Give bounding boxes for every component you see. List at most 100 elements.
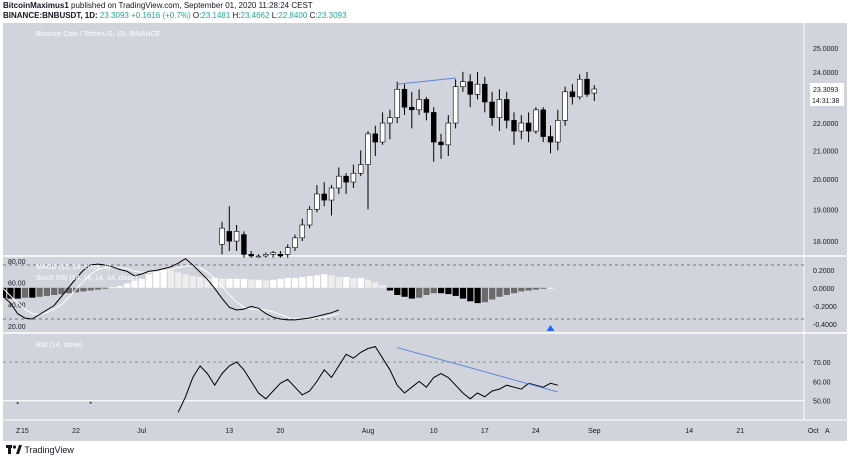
close-label: C: [309,11,318,20]
macd-histogram-bar [94,287,102,290]
time-axis-tick-label: Oct [808,428,819,435]
macd-histogram-bar [43,287,50,296]
candle-bearish [467,81,473,95]
candle-bearish [430,112,437,143]
chart-canvas[interactable]: 25.000024.000023.000022.000021.000020.00… [3,23,847,441]
stoch-axis-tick-label: 60.00 [8,281,26,288]
symbol-label: BINANCE:BNBUSDT, 1D [3,11,96,20]
candle-bearish [584,78,590,95]
candle-bearish [401,88,408,108]
stoch-k-line [3,258,339,321]
macd-histogram-bar [175,272,182,288]
price-change: +0.1616 (+0.7%) [131,11,191,20]
candle-bullish [576,78,583,98]
macd-histogram-bar [36,287,43,297]
time-axis-tick-label: 14 [685,428,693,435]
macd-histogram-bar [182,274,189,288]
candle-bullish [263,254,269,257]
candle-bullish [562,91,568,121]
stoch-pane-title: Stoch RSI (14, 14, 14, 14, close) [36,275,137,282]
macd-histogram-bar [372,282,379,288]
candle-bullish [496,99,503,119]
macd-histogram-bar [306,276,313,288]
price-axis-tick-label: 24.0000 [813,70,838,77]
price-axis-tick-label: 22.0000 [813,121,838,128]
price-axis-tick-label: 21.0000 [813,148,838,155]
rsi-axis-tick-label: 70.00 [813,360,831,367]
ohlc-line: BINANCE:BNBUSDT, 1D: 23.3093 +0.1616 (+0… [3,11,347,20]
macd-histogram-bar [116,286,123,288]
macd-histogram-bar [379,285,386,288]
candle-bearish [343,175,349,183]
candle-bullish [460,81,466,88]
macd-histogram-bar [65,287,72,294]
tradingview-logo[interactable]: TradingView [6,445,74,455]
time-axis-left-label: Z [16,428,21,435]
macd-histogram-bar [189,276,196,288]
candle-bearish [489,101,495,119]
candle-bullish [219,227,225,245]
time-axis-tick-label: Jul [137,428,146,435]
candle-bearish [503,99,510,121]
candle-bullish [452,86,459,124]
candle-bearish [525,122,532,132]
candle-bullish [379,122,386,143]
macd-histogram-bar [248,279,255,288]
time-axis-tick-label: 24 [532,428,540,435]
stoch-d-line [3,265,339,320]
candle-bullish [270,252,276,255]
open-label: O: [192,11,202,20]
macd-histogram-bar [335,277,342,288]
stoch-signal-marker [546,325,555,331]
macd-histogram-bar [386,287,394,291]
macd-histogram-bar [7,287,14,299]
last-price: 23.3093 [99,11,129,20]
candle-bearish [409,106,415,111]
macd-histogram-bar [124,283,131,288]
candle-bullish [299,224,305,239]
time-axis-tick-label: 20 [277,428,285,435]
candle-bearish [226,231,232,242]
macd-histogram-bar [219,278,226,288]
high-value: 23.4662 [240,11,270,20]
candle-bullish [284,247,291,255]
candle-bullish [518,122,525,132]
rsi-dot [16,402,19,404]
author-name[interactable]: BitcoinMaximus1 [3,1,69,10]
candle-bullish [555,120,561,143]
time-axis-tick-label: 15 [21,428,29,435]
rsi-axis-tick-label: 50.00 [813,399,831,406]
chart-header: BitcoinMaximus1 published on TradingView… [3,0,847,22]
low-value: 22.8400 [278,11,308,20]
macd-axis-tick-label: -0.2000 [813,304,837,311]
macd-histogram-bar [423,287,430,295]
macd-histogram-bar [299,277,306,288]
macd-histogram-bar [262,280,269,288]
macd-histogram-bar [292,277,299,288]
macd-histogram-bar [270,279,277,288]
chart-area[interactable]: 25.000024.000023.000022.000021.000020.00… [3,23,847,441]
candle-bullish [350,172,357,183]
stoch-axis-tick-label: 40.00 [8,302,26,309]
tradingview-logo-text: TradingView [24,445,74,455]
macd-histogram-bar [540,287,547,289]
macd-histogram-bar [416,287,423,298]
macd-histogram-bar [328,275,335,288]
macd-pane-title: MACD (12, 26, close, 9) [36,264,111,271]
macd-histogram-bar [511,287,518,294]
candle-bullish [474,83,481,95]
time-axis-tick-label: 17 [481,428,489,435]
price-trendline [397,77,456,85]
macd-histogram-bar [226,278,233,288]
macd-histogram-bar [496,287,503,297]
macd-histogram-bar [459,287,467,299]
macd-histogram-bar [102,287,109,289]
macd-axis-tick-label: -0.4000 [813,322,837,329]
macd-histogram-bar [138,278,145,288]
candle-bullish [591,88,598,94]
candle-bearish [372,133,378,143]
countdown-tag-text: 14:31:38 [812,98,839,105]
candle-bullish [365,133,371,165]
candle-bullish [394,88,400,119]
macd-histogram-bar [58,287,65,295]
